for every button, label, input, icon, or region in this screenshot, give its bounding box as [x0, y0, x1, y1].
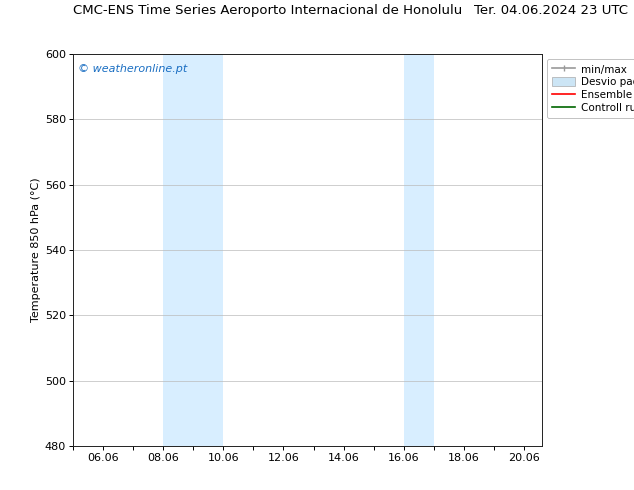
Bar	[404, 54, 434, 446]
Text: © weatheronline.pt: © weatheronline.pt	[77, 64, 187, 74]
Text: Ter. 04.06.2024 23 UTC: Ter. 04.06.2024 23 UTC	[474, 4, 628, 17]
Y-axis label: Temperature 850 hPa (°C): Temperature 850 hPa (°C)	[30, 177, 41, 322]
Text: CMC-ENS Time Series Aeroporto Internacional de Honolulu: CMC-ENS Time Series Aeroporto Internacio…	[73, 4, 462, 17]
Legend: min/max, Desvio padr tilde;o, Ensemble mean run, Controll run: min/max, Desvio padr tilde;o, Ensemble m…	[547, 59, 634, 118]
Bar	[163, 54, 223, 446]
